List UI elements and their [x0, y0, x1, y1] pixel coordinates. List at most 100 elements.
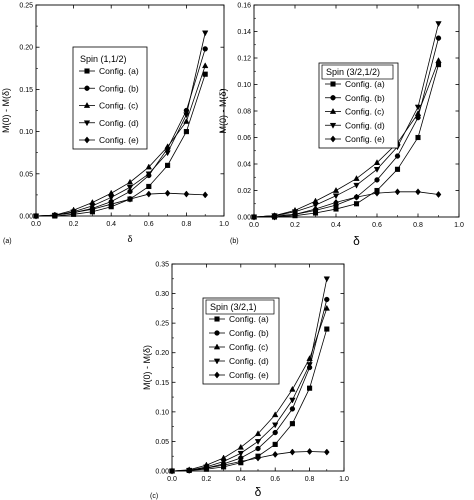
x-tick-label: 1.0: [219, 221, 229, 228]
data-point: [414, 110, 422, 116]
data-point: [414, 104, 422, 111]
legend-marker: [214, 330, 220, 336]
legend-marker: [330, 95, 336, 101]
y-tick-label: 0.10: [19, 129, 33, 136]
y-axis-label: M(0) - M(δ): [142, 345, 152, 390]
data-point: [271, 213, 278, 221]
y-tick-label: 0.02: [237, 188, 251, 195]
x-tick-label: 0.2: [202, 476, 212, 483]
data-point: [435, 21, 442, 28]
series-5: [251, 188, 442, 221]
legend-box: [72, 46, 148, 150]
data-point: [165, 162, 171, 168]
data-point: [435, 35, 442, 41]
data-point: [164, 143, 171, 150]
data-point: [373, 166, 381, 173]
series-line: [36, 74, 206, 217]
data-point: [183, 129, 189, 135]
data-point: [435, 190, 442, 198]
data-point: [306, 362, 313, 369]
y-tick-label: 0.16: [237, 3, 251, 10]
legend-box: [202, 297, 280, 385]
x-tick-label: 0.2: [290, 222, 300, 229]
data-point: [272, 450, 279, 458]
legend: Spin (3/2,1/2) Config. (a) Config. (b) Conf…: [318, 62, 399, 149]
data-point: [203, 464, 210, 472]
legend: Spin (1,1/2) Config. (a) Config. (b) Config…: [72, 46, 148, 150]
data-point: [255, 445, 261, 452]
x-tick-label: 0.8: [413, 222, 423, 229]
x-tick-label: 0.4: [331, 222, 341, 229]
series-line: [171, 308, 328, 472]
data-point: [126, 184, 134, 191]
x-tick-label: 0.8: [182, 221, 192, 228]
y-tick-label: 0.30: [155, 291, 169, 298]
data-point: [183, 117, 190, 124]
y-tick-label: 0.20: [19, 45, 33, 52]
data-point: [108, 200, 115, 208]
series-line: [254, 191, 439, 218]
legend-marker: [84, 136, 90, 144]
legend-marker: [329, 122, 337, 129]
legend-title: Spin (1,1/2): [80, 54, 127, 64]
data-point: [324, 296, 330, 303]
y-tick-label: 0.00: [155, 469, 169, 476]
legend-entry: Config. (c): [229, 342, 268, 352]
data-point: [292, 210, 298, 218]
data-point: [306, 447, 313, 455]
legend-entry: Config. (a): [99, 66, 139, 76]
x-tick-label: 0.6: [372, 222, 382, 229]
data-point: [353, 175, 360, 181]
series-line: [35, 192, 206, 217]
y-tick-label: 0.04: [237, 162, 251, 169]
x-tick-label: 1.0: [339, 476, 349, 483]
legend-entry: Config. (b): [99, 83, 139, 93]
data-point: [289, 397, 296, 404]
legend-title-box: [205, 299, 275, 315]
legend-marker: [84, 68, 90, 74]
data-point: [332, 193, 340, 200]
data-point: [164, 189, 171, 197]
data-point: [146, 183, 152, 190]
series-line: [171, 278, 328, 472]
data-point: [169, 467, 175, 475]
data-point: [312, 197, 319, 204]
series-line: [254, 64, 439, 218]
data-point: [415, 134, 421, 141]
data-point: [289, 406, 296, 412]
panel-label: (a): [3, 238, 12, 245]
data-point: [272, 429, 278, 436]
data-point: [70, 209, 77, 217]
data-point: [272, 422, 279, 429]
data-point: [374, 189, 380, 197]
y-tick-label: 0.25: [19, 3, 33, 10]
legend-marker: [84, 85, 90, 91]
data-point: [126, 178, 134, 185]
chart-panel-2: 0.0 0.2 0.4 0.6 0.8 1.0 0.00 0.02 0.04 0.06 0.08 0.…: [218, 3, 464, 249]
y-tick-label: 0.05: [19, 171, 33, 178]
data-point: [353, 182, 360, 189]
data-point: [255, 454, 261, 462]
legend-entry: Config. (a): [229, 314, 269, 324]
data-point: [89, 205, 96, 213]
x-tick-label: 0.4: [236, 476, 246, 483]
data-point: [312, 205, 319, 213]
data-point: [323, 276, 330, 283]
y-tick-label: 0.14: [237, 29, 251, 36]
legend-title: Spin (3/2,1): [210, 302, 257, 312]
panel-label: (c): [150, 493, 158, 500]
y-tick-label: 0.20: [155, 350, 169, 357]
x-tick-label: 0.6: [144, 221, 154, 228]
y-tick-label: 0.15: [155, 380, 169, 387]
data-point: [394, 166, 401, 172]
data-point: [145, 171, 152, 178]
data-point: [323, 304, 330, 311]
panel-label: (b): [230, 238, 239, 245]
data-point: [251, 213, 257, 221]
legend-entry: Config. (b): [229, 328, 269, 338]
legend-marker: [213, 358, 221, 365]
data-point: [289, 448, 296, 456]
data-point: [237, 458, 244, 466]
data-point: [127, 195, 133, 203]
